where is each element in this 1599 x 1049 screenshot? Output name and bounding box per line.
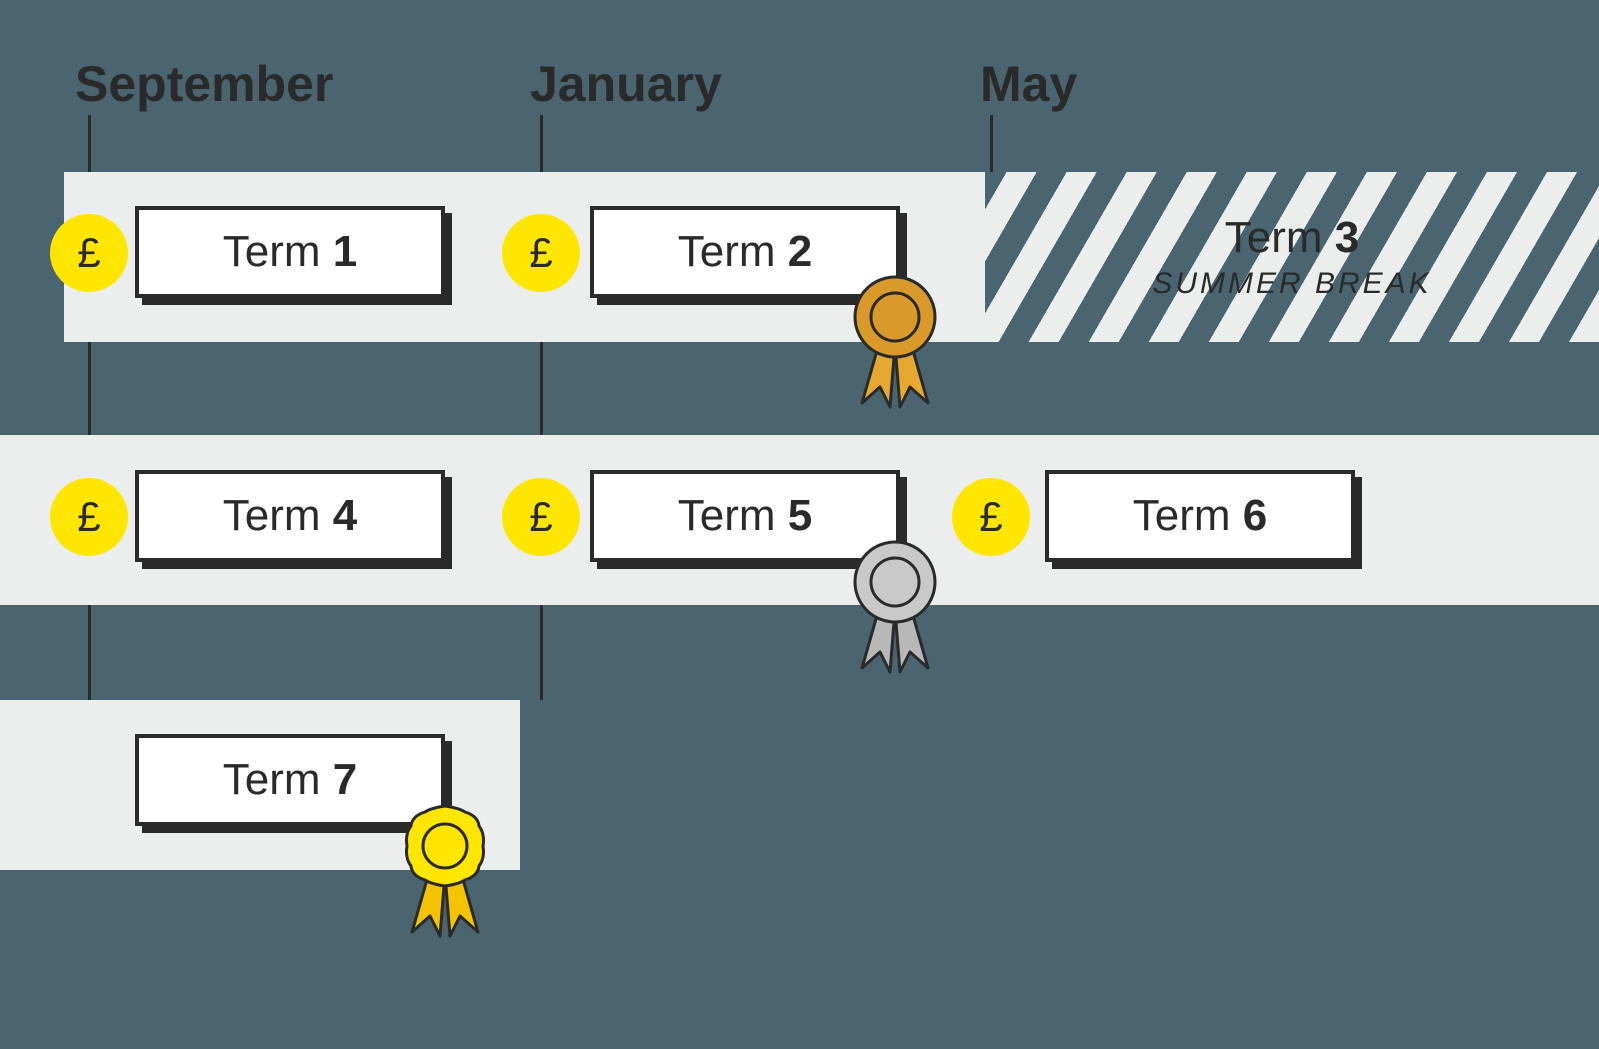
term-label: Term 6 — [1133, 491, 1268, 541]
tick-line — [88, 340, 91, 435]
term-number: 3 — [1335, 213, 1359, 262]
tick-line — [540, 115, 543, 175]
summer-break-block: Term 3 SUMMER BREAK — [985, 172, 1599, 342]
month-label-january: January — [530, 55, 722, 113]
term-label: Term 7 — [223, 755, 358, 805]
tick-line — [88, 605, 91, 700]
summer-break-term-label: Term 3 — [1225, 213, 1360, 263]
award-ribbon-silver-icon — [840, 540, 950, 680]
diagram-stage: September January May Term 3 SUMMER BREA… — [0, 0, 1599, 1049]
term-label: Term 4 — [223, 491, 358, 541]
term-label: Term 1 — [223, 227, 358, 277]
award-ribbon-gold-icon — [390, 804, 500, 944]
payment-coin-icon: £ — [502, 214, 580, 292]
term-box-4: Term 4 — [135, 470, 445, 562]
tick-line — [540, 340, 543, 435]
award-ribbon-bronze-icon — [840, 275, 950, 415]
payment-coin-icon: £ — [50, 214, 128, 292]
summer-break-subtitle: SUMMER BREAK — [1152, 267, 1431, 301]
term-word: Term — [1225, 213, 1323, 262]
payment-coin-icon: £ — [502, 478, 580, 556]
term-box-1: Term 1 — [135, 206, 445, 298]
month-label-september: September — [75, 55, 333, 113]
tick-line — [88, 115, 91, 175]
term-box-6: Term 6 — [1045, 470, 1355, 562]
month-label-may: May — [980, 55, 1077, 113]
tick-line — [540, 605, 543, 700]
term-label: Term 5 — [678, 491, 813, 541]
payment-coin-icon: £ — [952, 478, 1030, 556]
term-label: Term 2 — [678, 227, 813, 277]
tick-line — [990, 115, 993, 175]
payment-coin-icon: £ — [50, 478, 128, 556]
